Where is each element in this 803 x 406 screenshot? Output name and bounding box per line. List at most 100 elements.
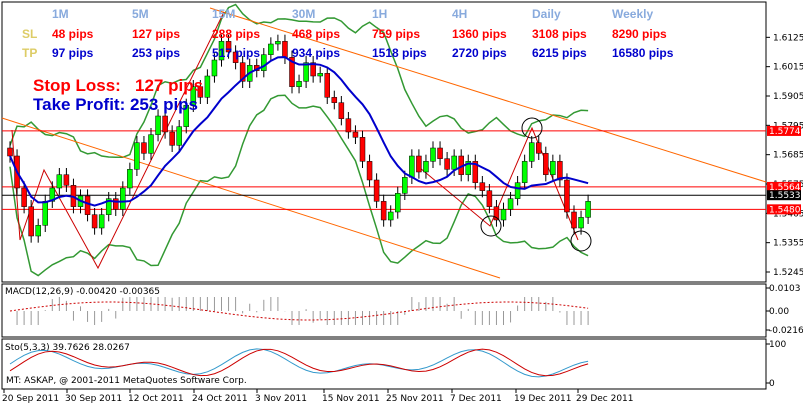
- candle-body: [395, 193, 401, 213]
- candle-body: [331, 97, 338, 103]
- candle-body: [437, 147, 443, 159]
- candle-body: [317, 73, 323, 77]
- timeframe-header: Daily: [532, 7, 561, 21]
- candle-body: [84, 195, 91, 215]
- candle-body: [113, 198, 119, 210]
- candle-body: [550, 161, 556, 175]
- timeframe-header: 30M: [292, 7, 315, 21]
- candle-body: [366, 161, 373, 181]
- candle-body: [218, 41, 225, 61]
- sl-value: 3108 pips: [532, 27, 587, 41]
- candle-body: [183, 105, 189, 127]
- time-tick-label: 20 Sep 2011: [2, 394, 59, 404]
- pivot-circle: [521, 117, 543, 139]
- stochastic-tick-label: 0: [769, 379, 775, 389]
- tp-value: 6215 pips: [532, 46, 587, 60]
- time-tick-label: 25 Nov 2011: [386, 394, 444, 404]
- candle-body: [557, 161, 563, 181]
- price-tick-label: 1.5905: [773, 92, 803, 102]
- candle-body: [310, 62, 316, 77]
- sl-value: 127 pips: [132, 27, 180, 41]
- candle-body: [402, 177, 408, 194]
- macd-histogram: MACD(12,26,9) -0.00420 -0.00365 0.0103 0.0…: [5, 284, 803, 336]
- price-marker-box: [767, 181, 801, 192]
- candle-body: [303, 62, 309, 82]
- candle-body: [282, 41, 288, 58]
- candle-body: [56, 174, 63, 189]
- candle-body: [338, 102, 345, 119]
- timeframe-table: 1M 5M 15M 30M 1H 4H Daily Weekly SL TP 48 pips 127 …: [22, 7, 674, 60]
- candle-body: [521, 161, 528, 183]
- candle-body: [416, 155, 422, 173]
- tp-row-label: TP: [22, 46, 37, 60]
- candle-body: [479, 182, 486, 191]
- candle-body: [352, 131, 359, 138]
- stochastic-k-line: [9, 348, 589, 378]
- candle-body: [63, 174, 70, 186]
- candle-body: [578, 217, 584, 229]
- candle-body: [190, 86, 197, 106]
- candle-body: [289, 57, 295, 87]
- price-tick-label: 1.6015: [773, 63, 803, 73]
- timeframe-header: Weekly: [612, 7, 653, 21]
- price-tick-label: 1.5685: [773, 151, 803, 161]
- candle-body: [359, 137, 366, 162]
- stochastic-tick-label: 100: [769, 340, 786, 350]
- price-tick-label: 1.5355: [773, 239, 803, 249]
- macd-tick-label: -0.0216: [769, 326, 803, 336]
- price-marker-box: [767, 125, 801, 136]
- macd-signal-line: [9, 301, 589, 321]
- candle-body: [324, 73, 330, 98]
- candle-body: [465, 161, 471, 175]
- candle-body: [134, 142, 140, 170]
- take-profit-text: Take Profit: 253 pips: [33, 95, 199, 114]
- candle-body: [380, 201, 387, 221]
- candle-body: [296, 81, 302, 87]
- candle-body: [232, 51, 239, 63]
- candle-body: [225, 41, 232, 53]
- candle-body: [268, 43, 274, 55]
- price-tick-label: 1.5245: [773, 268, 803, 278]
- candle-body: [387, 211, 394, 221]
- candle-body: [486, 190, 493, 207]
- pivot-circle: [570, 230, 592, 252]
- candle-body: [105, 198, 112, 215]
- macd-tick-label: 0.0103: [769, 284, 801, 294]
- candle-body: [493, 206, 500, 221]
- tp-value: 16580 pips: [612, 46, 674, 60]
- candle-body: [500, 209, 507, 221]
- candle-body: [148, 134, 154, 154]
- candle-body: [197, 86, 204, 98]
- timeframe-header: 1M: [52, 7, 69, 21]
- candle-body: [49, 187, 56, 202]
- ma-line: [9, 56, 589, 207]
- candle-body: [472, 161, 479, 183]
- trend-line-upper: [209, 7, 767, 183]
- stop-loss-text: Stop Loss: 127 pips: [33, 76, 204, 95]
- candle-body: [239, 62, 246, 82]
- upper-band: [9, 3, 589, 159]
- candle-body: [345, 118, 352, 133]
- candle-body: [514, 182, 521, 199]
- candle-body: [204, 75, 211, 98]
- candle-body: [169, 131, 175, 146]
- price-tick-label: 1.6125: [773, 33, 803, 43]
- candle-body: [7, 147, 13, 157]
- candle-body: [211, 59, 218, 77]
- pivot-circles: [480, 117, 592, 252]
- stochastic-lines: Sto(5,3,3) 39.7626 28.0267 100 0: [5, 340, 786, 389]
- candle-body: [176, 126, 182, 146]
- price-marker-box: [767, 204, 801, 215]
- time-tick-label: 12 Oct 2011: [128, 394, 184, 404]
- lower-band: [9, 94, 589, 277]
- sl-value: 48 pips: [52, 27, 94, 41]
- price-marker-label: 1.5564: [769, 183, 801, 193]
- macd-label: MACD(12,26,9) -0.00420 -0.00365: [5, 287, 160, 297]
- tp-value: 517 pips: [212, 46, 260, 60]
- tp-value: 97 pips: [52, 46, 94, 60]
- time-tick-label: 29 Dec 2011: [576, 394, 634, 404]
- candle-body: [585, 201, 591, 218]
